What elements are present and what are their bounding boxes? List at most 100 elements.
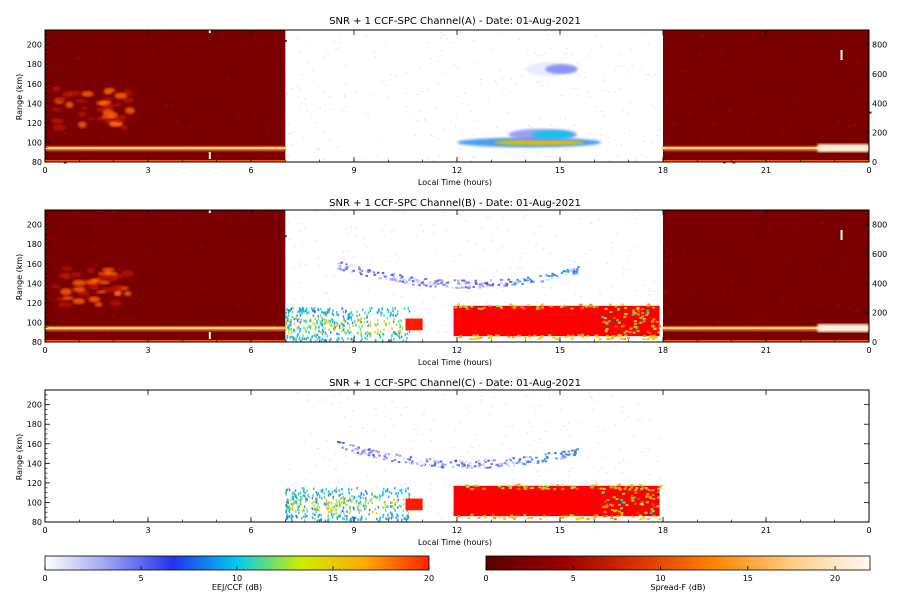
echo-point (539, 275, 542, 278)
echo-point (399, 274, 402, 277)
y-tick-label: 160 (27, 440, 42, 449)
echo-point (343, 517, 345, 520)
echo-point (430, 464, 434, 467)
echo-point (332, 497, 334, 501)
noise-speck (365, 246, 368, 248)
spread-f-speckle (769, 45, 773, 48)
noise-speck (458, 31, 461, 33)
noise-speck (559, 409, 562, 411)
spread-f-speckle (140, 84, 144, 87)
echo-point (358, 325, 360, 328)
echo-point (547, 452, 551, 455)
echo-feature (336, 261, 580, 290)
echo-edge (586, 335, 590, 338)
echo-point (500, 281, 503, 284)
noise-speck (637, 403, 640, 405)
echo-point (325, 503, 327, 506)
echo-edge (623, 331, 627, 334)
noise-speck (292, 268, 295, 270)
echo-point (461, 465, 464, 468)
echo-point (346, 317, 349, 320)
spread-f-speckle (183, 150, 187, 153)
echo-edge (640, 501, 644, 504)
noise-speck (619, 88, 622, 90)
noise-speck (292, 287, 295, 289)
echo-point (511, 283, 514, 286)
echo-point (408, 492, 410, 495)
echo-edge (561, 487, 565, 490)
echo-point (351, 516, 354, 519)
echo-point (313, 322, 316, 325)
echo-point (384, 501, 386, 504)
echo-point (461, 466, 464, 469)
echo-point (326, 507, 329, 511)
echo-edge (582, 304, 586, 307)
noise-speck (563, 118, 566, 120)
echo-edge (646, 493, 650, 496)
echo-point (287, 319, 290, 322)
echo-edge (466, 486, 470, 489)
noise-speck (344, 462, 347, 464)
echo-point (296, 502, 298, 505)
echo-point (499, 285, 503, 288)
echo-edge (622, 325, 626, 328)
echo-edge (605, 322, 609, 325)
echo-point (383, 328, 385, 331)
echo-point (364, 448, 368, 451)
echo-point (484, 460, 488, 463)
echo-edge (466, 484, 470, 487)
echo-edge (639, 518, 643, 521)
noise-speck (520, 468, 523, 470)
noise-speck (512, 157, 515, 159)
noise-speck (623, 399, 626, 401)
echo-point (303, 337, 305, 341)
echo-point (536, 461, 540, 464)
echo-point (445, 285, 449, 288)
spread-f-speckle (106, 332, 110, 335)
spread-f-speckle (94, 261, 98, 264)
echo-point (539, 280, 543, 283)
echo-point (515, 280, 518, 283)
echo-edge (581, 333, 585, 336)
noise-speck (616, 155, 619, 157)
echo-point (363, 317, 366, 320)
spread-f-bright-patch (817, 324, 869, 332)
noise-speck (398, 257, 401, 259)
echo-edge (497, 485, 501, 488)
noise-speck (362, 244, 365, 246)
echo-point (292, 505, 294, 508)
echo-edge (602, 320, 606, 323)
echo-point (366, 337, 368, 341)
echo-point (325, 313, 327, 317)
echo-point (387, 505, 389, 509)
echo-point (303, 505, 306, 508)
spread-f-speckle (251, 275, 255, 278)
echo-point (376, 496, 379, 499)
echo-point (378, 334, 381, 337)
echo-point (323, 496, 326, 499)
echo-point (402, 339, 405, 342)
spread-f-speckle (239, 46, 243, 49)
noise-speck (511, 469, 514, 471)
spread-f-speckle (784, 83, 788, 86)
noise-speck (375, 482, 378, 484)
spread-f-speckle (700, 35, 704, 38)
x-tick-label: 9 (351, 526, 356, 535)
echo-point (287, 509, 289, 513)
noise-speck (413, 440, 416, 442)
echo-point (304, 328, 307, 331)
noise-speck (460, 215, 463, 217)
noise-speck (503, 94, 506, 96)
noise-speck (326, 53, 329, 55)
spread-f-speckle (713, 124, 717, 127)
echo-point (523, 278, 526, 281)
noise-speck (399, 414, 402, 416)
noise-speck (341, 108, 344, 110)
y2-tick-label: 400 (872, 279, 887, 288)
spread-f-background (45, 30, 286, 162)
echo-point (360, 332, 362, 335)
echo-point (394, 307, 396, 310)
noise-speck (299, 51, 302, 53)
spread-f-speckle (140, 60, 144, 63)
echo-point (316, 497, 319, 500)
